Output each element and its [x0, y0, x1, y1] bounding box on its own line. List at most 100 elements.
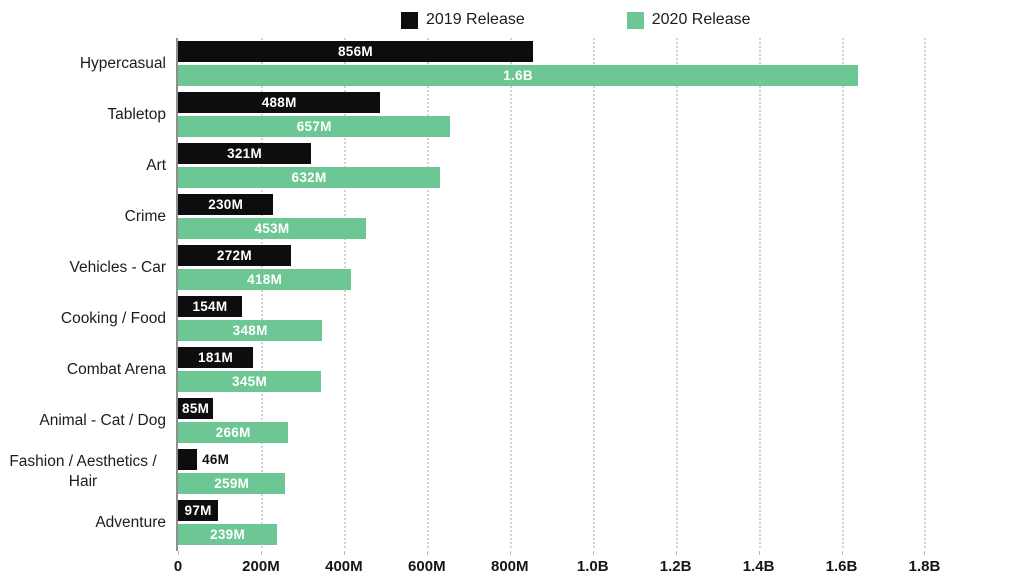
bar-row: 272M 418M — [178, 245, 1024, 290]
bar-2020: 632M — [178, 167, 441, 188]
bar-row: 856M 1.6B — [178, 41, 1024, 86]
category-label-text: Vehicles - Car — [69, 258, 166, 276]
bar-value-label: 632M — [291, 170, 327, 185]
bar-2019: 97M — [178, 500, 219, 521]
legend-swatch-2020-icon — [626, 11, 644, 29]
bar-row: 154M 348M — [178, 296, 1024, 341]
bar-2019: 230M — [178, 194, 274, 215]
legend-item-2020-release: 2020 Release — [626, 11, 751, 29]
category-label: Hypercasual — [0, 41, 166, 86]
legend-label-2020: 2020 Release — [651, 11, 751, 28]
bar-2020: 239M — [178, 524, 278, 545]
x-axis-tick-mark — [509, 551, 511, 555]
x-axis-tick-label: 1.0B — [576, 558, 609, 575]
gridline — [426, 38, 429, 548]
gridline — [260, 38, 263, 548]
bar-value-label: 1.6B — [503, 68, 533, 83]
bar-value-label: 453M — [254, 221, 290, 236]
gridline — [758, 38, 761, 548]
gridline — [343, 38, 346, 548]
gridline — [509, 38, 512, 548]
bar-2020: 348M — [178, 320, 323, 341]
bar-2019: 46M — [178, 449, 229, 470]
x-axis-tick-mark — [343, 551, 345, 555]
bar-2020: 657M — [178, 116, 451, 137]
category-label: Adventure — [0, 500, 166, 545]
category-label: Crime — [0, 194, 166, 239]
bar-2019: 488M — [178, 92, 381, 113]
bar-row: 85M 266M — [178, 398, 1024, 443]
bar-value-label: 418M — [247, 272, 283, 287]
x-axis-tick-label: 200M — [242, 558, 280, 575]
bar-2019: 272M — [178, 245, 291, 266]
bar-2019: 321M — [178, 143, 312, 164]
bar-2019: 181M — [178, 347, 254, 368]
y-axis-category-labels: Hypercasual Tabletop Art Crime Vehicles - Ca… — [0, 38, 166, 551]
category-label-text: Combat Arena — [66, 360, 166, 378]
x-axis-tick-mark — [924, 551, 926, 555]
category-label-text: Art — [146, 156, 166, 174]
x-axis-tick-label: 1.8B — [908, 558, 941, 575]
category-label: Cooking / Food — [0, 296, 166, 341]
category-label: Vehicles - Car — [0, 245, 166, 290]
bar-value-label: 154M — [192, 299, 228, 314]
category-label: Combat Arena — [0, 347, 166, 392]
bar-2020: 266M — [178, 422, 289, 443]
category-label-text: Adventure — [95, 513, 166, 531]
bar-row: 230M 453M — [178, 194, 1024, 239]
bar-2019: 85M — [178, 398, 214, 419]
bar-2019: 856M — [178, 41, 533, 62]
category-label: Fashion / Aesthetics / Hair — [0, 449, 166, 494]
bar-row: 97M 239M — [178, 500, 1024, 545]
x-axis-tick-label: 400M — [325, 558, 363, 575]
bar-2020: 418M — [178, 269, 352, 290]
x-axis-tick-mark — [592, 551, 594, 555]
bar-value-label: 348M — [232, 323, 268, 338]
x-axis-tick-label: 1.2B — [659, 558, 692, 575]
legend-label-2019: 2019 Release — [426, 11, 525, 28]
x-axis-tick-labels: 0 200M 400M 600M 800M 1.0B 1.2B 1.4B 1.6B 1.8B — [174, 558, 1024, 580]
x-axis-tick-mark — [178, 551, 179, 555]
bar-value-label: 97M — [184, 503, 212, 518]
legend: 2019 Release 2020 Release — [401, 11, 751, 29]
y-axis-line — [176, 38, 178, 551]
x-axis-tick-mark — [758, 551, 760, 555]
bar-value-label: 266M — [215, 425, 251, 440]
bar-value-label: 259M — [214, 476, 250, 491]
category-label-text: Animal - Cat / Dog — [39, 411, 166, 429]
gridline — [841, 38, 844, 548]
legend-swatch-2019-icon — [401, 11, 418, 29]
category-label-text: Hypercasual — [79, 54, 166, 72]
bar-value-label: 46M — [202, 452, 230, 467]
x-axis-tick-label: 800M — [490, 558, 529, 575]
legend-item-2019-release: 2019 Release — [401, 11, 525, 29]
bar-row: 321M 632M — [178, 143, 1024, 188]
category-label: Art — [0, 143, 166, 188]
bar-value-label: 321M — [227, 146, 263, 161]
bar-value-label: 856M — [338, 44, 373, 59]
bar-value-label: 230M — [208, 197, 244, 212]
category-label: Animal - Cat / Dog — [0, 398, 166, 443]
bar-2020: 1.6B — [178, 65, 859, 86]
bar-2020: 453M — [178, 218, 366, 239]
bar-row: 488M 657M — [178, 92, 1024, 137]
category-label: Tabletop — [0, 92, 166, 137]
category-label-text: Cooking / Food — [60, 309, 166, 327]
bar-value-label: 272M — [216, 248, 252, 263]
bar-row: 46M 259M — [178, 449, 1024, 494]
bar-row: 181M 345M — [178, 347, 1024, 392]
gridline — [675, 38, 678, 548]
x-axis-tick-label: 1.4B — [742, 558, 775, 575]
bar-value-label: 239M — [210, 527, 246, 542]
bar-value-label: 657M — [296, 119, 332, 134]
category-label-text: Fashion / Aesthetics / Hair — [9, 452, 157, 490]
gridline — [924, 38, 927, 548]
x-axis-tick-label: 600M — [408, 558, 446, 575]
plot-area: 856M 1.6B 488M 657M 321M 632M 230M 453M 272M 418M… — [178, 38, 1024, 555]
x-axis-tick-label: 1.6B — [825, 558, 858, 575]
bar-2019: 154M — [178, 296, 242, 317]
bar-2020: 259M — [178, 473, 286, 494]
x-axis-tick-mark — [260, 551, 262, 555]
category-label-text: Tabletop — [107, 105, 166, 123]
